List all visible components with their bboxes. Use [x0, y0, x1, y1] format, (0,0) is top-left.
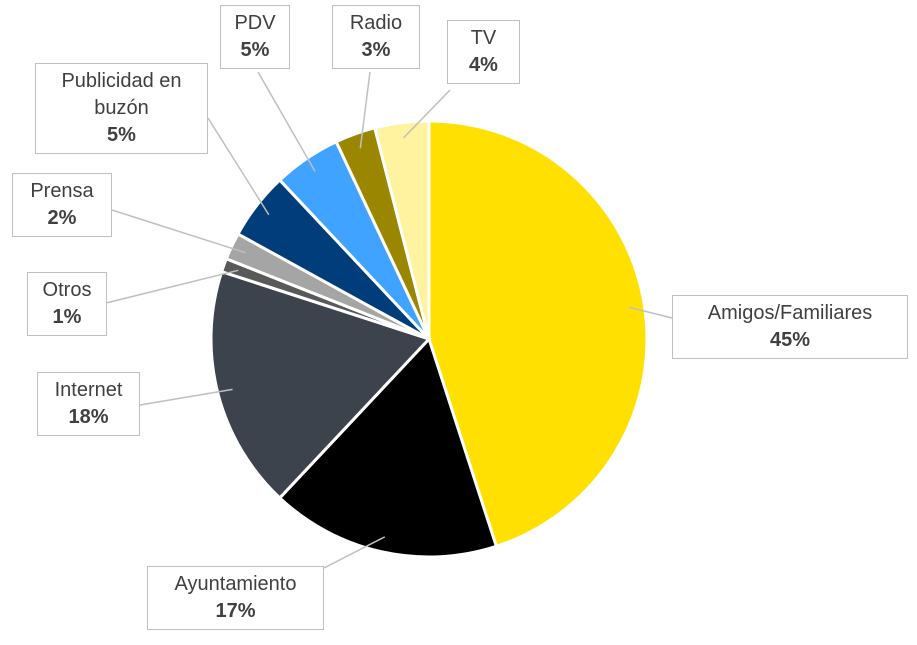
- data-label: Internet 18%: [37, 372, 140, 436]
- category-label: Otros: [42, 279, 92, 301]
- category-label: Publicidad en buzón: [61, 70, 182, 119]
- leader-line: [257, 71, 316, 172]
- category-label: TV: [470, 27, 497, 49]
- pie-slice: [277, 336, 499, 559]
- data-label: TV 4%: [447, 20, 520, 84]
- category-label: Prensa: [30, 180, 94, 202]
- pie-slice: [372, 119, 431, 340]
- category-label: Ayuntamiento: [174, 573, 297, 595]
- value-label: 17%: [215, 600, 256, 622]
- category-label: PDV: [234, 12, 276, 34]
- category-label: Amigos/Familiares: [707, 302, 873, 324]
- pie-slice: [209, 269, 432, 501]
- data-label: Publicidad en buzón 5%: [35, 63, 208, 154]
- value-label: 4%: [469, 54, 498, 76]
- data-label: Ayuntamiento 17%: [147, 566, 324, 630]
- leader-line: [359, 71, 371, 149]
- leader-line: [111, 209, 246, 254]
- value-label: 2%: [47, 207, 77, 229]
- data-label: PDV 5%: [220, 5, 290, 69]
- value-label: 1%: [52, 306, 82, 328]
- pie-slice: [427, 119, 649, 549]
- leader-line: [139, 388, 233, 406]
- data-label: Prensa 2%: [12, 173, 112, 237]
- leader-line: [403, 89, 451, 139]
- value-label: 45%: [769, 329, 811, 351]
- value-label: 3%: [361, 39, 391, 61]
- category-label: Radio: [349, 12, 403, 34]
- data-label: Amigos/Familiares 45%: [672, 295, 908, 359]
- leader-line: [105, 269, 239, 304]
- leader-line: [207, 117, 270, 216]
- leader-line: [323, 536, 386, 569]
- leader-line: [629, 306, 673, 319]
- value-label: 18%: [68, 406, 109, 428]
- value-label: 5%: [107, 124, 136, 146]
- value-label: 5%: [240, 39, 270, 61]
- data-label: Otros 1%: [27, 272, 107, 336]
- data-label: Radio 3%: [332, 5, 420, 69]
- category-label: Internet: [54, 379, 123, 401]
